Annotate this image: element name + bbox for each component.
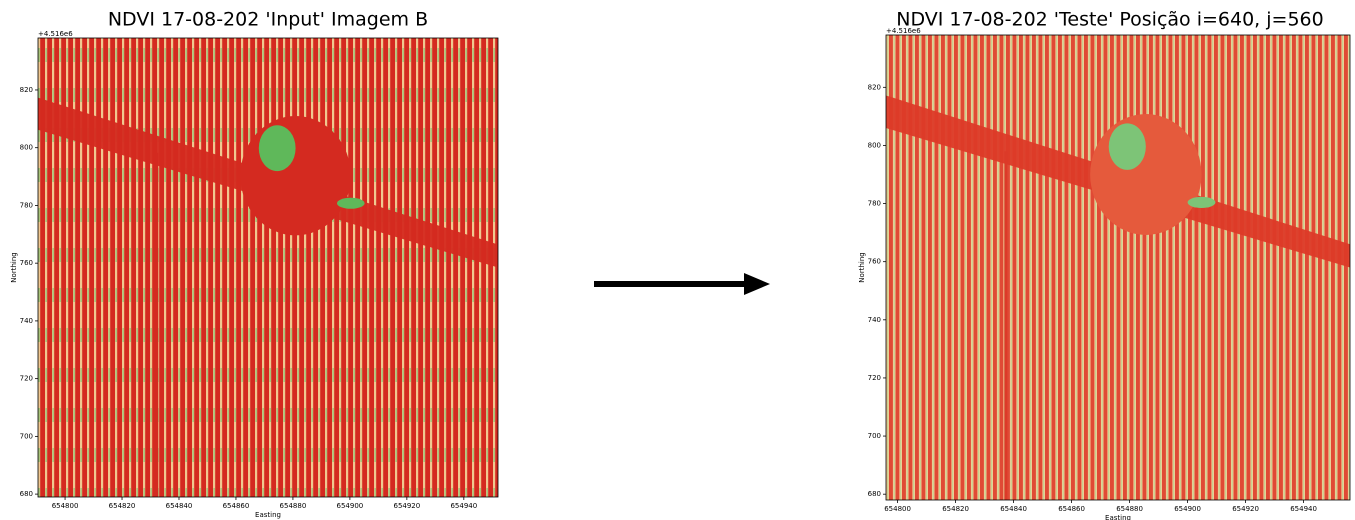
y-tick-label: 740	[20, 317, 33, 325]
raster-background	[38, 38, 498, 497]
y-tick-label: 700	[868, 432, 881, 440]
vegetation	[1187, 196, 1216, 208]
x-tick-label: 654820	[109, 502, 136, 510]
y-tick-label: 780	[20, 201, 33, 209]
y-tick-label: 760	[20, 259, 33, 267]
y-tick-label: 680	[20, 490, 33, 498]
offset-label: +4.516e6	[38, 30, 73, 38]
y-axis-label: Northing	[10, 252, 18, 282]
x-tick-label: 654800	[52, 502, 79, 510]
x-tick-label: 654860	[1058, 505, 1085, 513]
arrow	[594, 273, 770, 295]
y-tick-label: 820	[20, 86, 33, 94]
x-tick-label: 654920	[393, 502, 420, 510]
y-tick-label: 780	[868, 200, 881, 208]
offset-label: +4.516e6	[886, 27, 921, 35]
raster-frame	[885, 34, 1351, 501]
x-tick-label: 654840	[166, 502, 193, 510]
y-tick-label: 740	[868, 316, 881, 324]
pond	[240, 116, 351, 236]
x-tick-label: 654940	[450, 502, 477, 510]
raster	[37, 37, 499, 498]
raster-background	[886, 35, 1350, 500]
x-tick-label: 654880	[280, 502, 307, 510]
vegetation	[337, 197, 365, 209]
raster	[885, 34, 1351, 501]
x-tick-label: 654900	[1174, 505, 1201, 513]
vegetation	[1108, 123, 1146, 170]
x-axis-label: Easting	[1105, 514, 1131, 520]
vertical-track	[1004, 151, 1008, 500]
x-tick-label: 654900	[337, 502, 364, 510]
x-tick-label: 654800	[884, 505, 911, 513]
x-tick-label: 654920	[1232, 505, 1259, 513]
y-tick-label: 720	[20, 375, 33, 383]
vertical-track	[155, 152, 159, 497]
vegetation	[258, 125, 296, 172]
x-axis-label: Easting	[255, 511, 281, 519]
y-tick-label: 800	[20, 144, 33, 152]
x-tick-label: 654880	[1116, 505, 1143, 513]
y-tick-label: 820	[868, 83, 881, 91]
y-tick-label: 720	[868, 374, 881, 382]
y-tick-label: 680	[868, 490, 881, 498]
y-tick-label: 760	[868, 258, 881, 266]
chart-title: NDVI 17-08-202 'Teste' Posição i=640, j=…	[896, 9, 1323, 31]
y-axis-label: Northing	[858, 252, 866, 282]
pond	[1090, 114, 1202, 235]
raster-top	[38, 38, 498, 103]
y-tick-label: 700	[20, 432, 33, 440]
raster-frame	[37, 37, 499, 498]
x-tick-label: 654840	[1000, 505, 1027, 513]
chart-title: NDVI 17-08-202 'Input' Imagem B	[108, 9, 428, 31]
raster-top	[886, 35, 1350, 101]
x-tick-label: 654940	[1290, 505, 1317, 513]
x-tick-label: 654820	[942, 505, 969, 513]
x-tick-label: 654860	[223, 502, 250, 510]
y-tick-label: 800	[868, 141, 881, 149]
